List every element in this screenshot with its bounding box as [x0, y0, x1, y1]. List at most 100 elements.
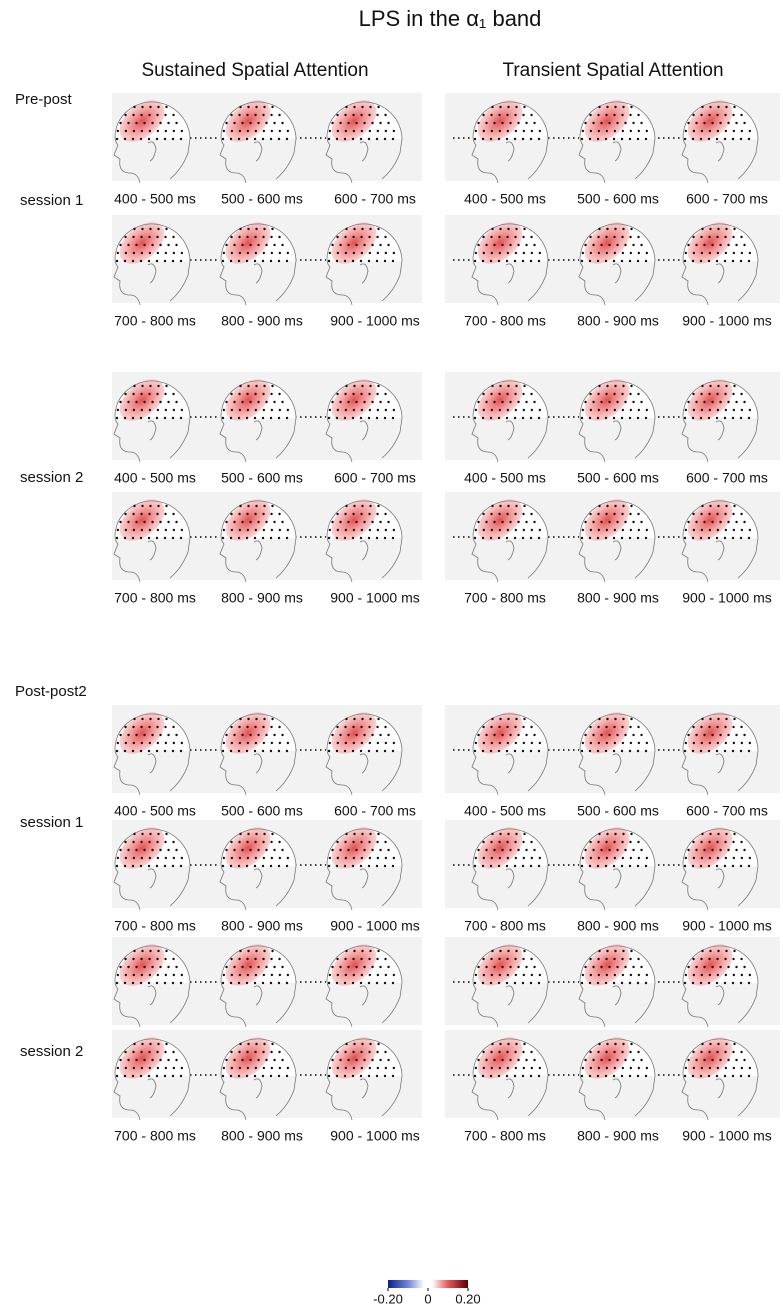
electrode	[151, 400, 154, 404]
electrode	[691, 259, 695, 263]
time-label: 400 - 500 ms	[464, 191, 546, 207]
electrode	[246, 235, 249, 239]
electrode	[711, 400, 714, 404]
electrode	[277, 981, 281, 985]
electrode	[237, 749, 241, 753]
electrode	[127, 121, 130, 125]
electrode	[707, 981, 711, 985]
electrode	[743, 848, 746, 852]
electrode	[245, 259, 249, 263]
electrode	[637, 512, 640, 516]
electrode	[716, 973, 720, 977]
electrode	[481, 259, 485, 263]
electrode	[739, 536, 743, 540]
electrode	[716, 1050, 719, 1054]
electrode	[584, 1058, 587, 1062]
electrode	[360, 251, 364, 255]
electrode	[604, 536, 608, 540]
electrode	[221, 1074, 225, 1078]
electrode	[629, 973, 633, 977]
electrode	[156, 251, 160, 255]
electrode	[538, 129, 542, 133]
electrode	[281, 400, 284, 404]
electrode	[533, 733, 536, 737]
electrode	[700, 957, 703, 961]
electrode	[278, 1050, 281, 1054]
electrode	[344, 528, 348, 532]
electrode	[733, 832, 736, 836]
electrode	[165, 1042, 168, 1046]
electrode	[637, 1066, 641, 1070]
electrode	[285, 137, 289, 141]
electrode	[336, 528, 340, 532]
electrode	[608, 121, 611, 125]
electrode	[715, 137, 719, 141]
electrode	[632, 1058, 635, 1062]
electrode	[135, 1058, 138, 1062]
electrode	[509, 1058, 512, 1062]
electrode	[369, 832, 372, 836]
electrode	[156, 408, 160, 412]
electrode	[613, 856, 617, 860]
electrode	[621, 528, 625, 532]
electrode	[143, 520, 146, 524]
electrode	[376, 957, 379, 961]
electrode	[621, 856, 625, 860]
electrode	[701, 949, 704, 953]
electrode	[254, 251, 258, 255]
electrode	[509, 121, 512, 125]
electrode	[355, 400, 358, 404]
electrode	[731, 259, 735, 263]
electrode	[588, 1074, 592, 1078]
electrode	[328, 129, 332, 133]
electrode	[339, 400, 342, 404]
electrode	[237, 259, 241, 263]
electrode	[262, 856, 266, 860]
electrode	[271, 105, 274, 109]
electrode	[735, 1058, 738, 1062]
electrode	[368, 129, 372, 133]
electrode	[360, 392, 363, 396]
electrode	[589, 1050, 592, 1054]
electrode	[716, 129, 720, 133]
electrode	[238, 1050, 241, 1054]
electrode	[605, 840, 608, 844]
electrode	[249, 400, 252, 404]
electrode	[124, 392, 127, 396]
electrode	[629, 840, 632, 844]
electrode	[179, 981, 183, 985]
electrode	[740, 113, 743, 117]
electrode	[711, 848, 714, 852]
electrode	[222, 408, 226, 412]
electrode	[133, 949, 136, 953]
electrode	[131, 416, 135, 420]
electrode	[733, 949, 736, 953]
electrode	[515, 504, 518, 508]
electrode	[537, 864, 541, 868]
electrode	[711, 733, 714, 737]
electrode	[725, 717, 728, 721]
electrode	[747, 1074, 751, 1078]
electrode	[225, 121, 228, 125]
electrode	[716, 113, 719, 117]
electrode	[608, 733, 611, 737]
electrode	[497, 137, 501, 141]
electrode	[715, 864, 719, 868]
electrode	[343, 1074, 347, 1078]
electrode	[237, 536, 241, 540]
electrode	[515, 227, 518, 231]
electrode	[517, 1058, 520, 1062]
electrode	[695, 733, 698, 737]
electrode	[605, 235, 608, 239]
electrode	[732, 235, 735, 239]
electrode	[157, 949, 160, 953]
electrode	[171, 981, 175, 985]
electrode	[331, 965, 334, 969]
electrode	[497, 259, 501, 263]
electrode	[171, 1074, 175, 1078]
electrode	[530, 1050, 533, 1054]
electrode	[708, 957, 711, 961]
electrode	[614, 949, 617, 953]
electrode	[156, 392, 159, 396]
electrode	[489, 864, 493, 868]
